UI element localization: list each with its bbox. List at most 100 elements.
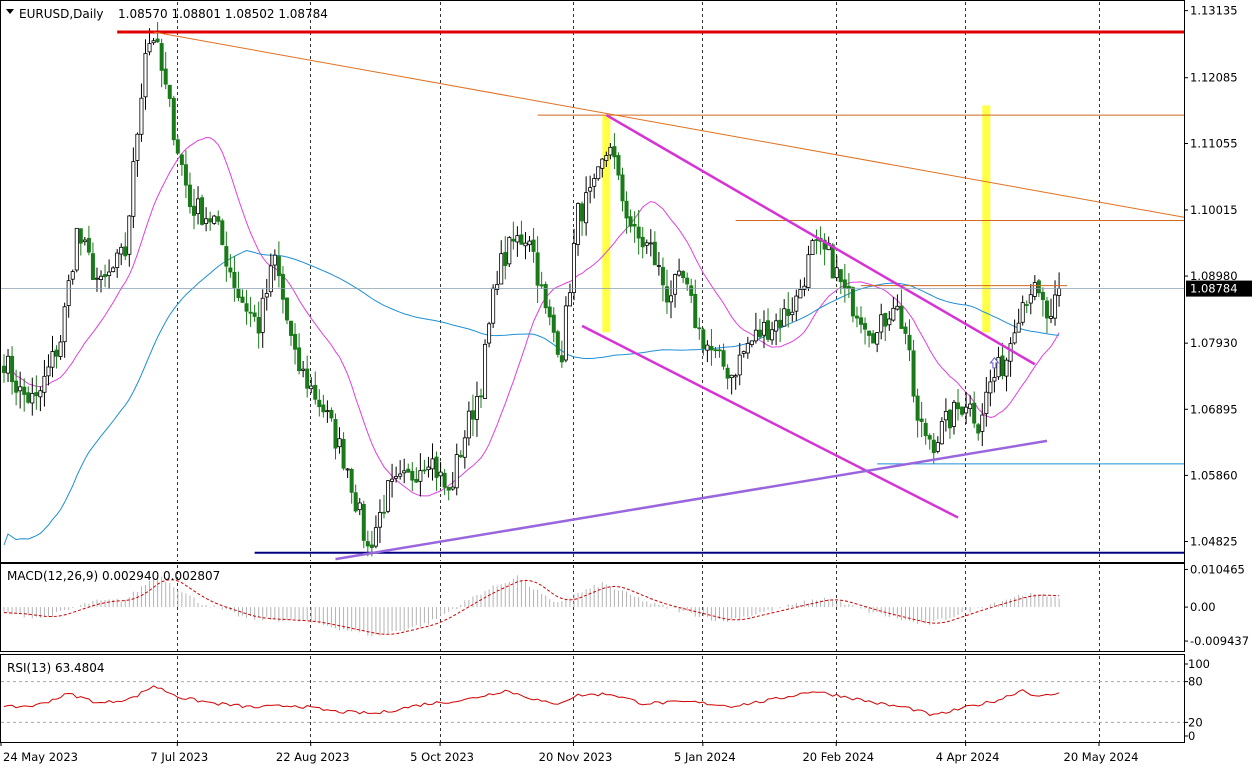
candle [430, 443, 435, 481]
candle [414, 467, 419, 483]
rsi-tick-label: 20 [1188, 715, 1203, 729]
candle [757, 318, 762, 340]
candle [470, 394, 475, 437]
candle [30, 377, 35, 416]
candle [507, 236, 512, 268]
candle [474, 381, 479, 437]
candle [822, 233, 827, 266]
candle [527, 235, 532, 252]
candle [381, 494, 386, 519]
candle [38, 386, 43, 412]
candle [349, 467, 354, 504]
candle [608, 143, 613, 160]
candle [1016, 308, 1021, 333]
candle [515, 226, 520, 257]
candle [895, 294, 900, 311]
candle [70, 269, 75, 285]
candle [119, 243, 124, 266]
candle [976, 422, 981, 441]
candle [309, 377, 314, 394]
candle [806, 245, 811, 291]
candle [859, 306, 864, 334]
candle [394, 466, 399, 483]
candle [337, 427, 342, 454]
candle [1028, 284, 1033, 315]
candle [272, 249, 277, 281]
candle [54, 345, 59, 369]
candle [438, 461, 443, 487]
candle [875, 331, 880, 353]
price-tick-label: 1.13135 [1190, 4, 1238, 18]
candle [511, 221, 516, 250]
candle [487, 321, 492, 348]
date-label: 20 May 2024 [1064, 750, 1139, 764]
candle [883, 312, 888, 342]
candle [923, 418, 928, 445]
candle [454, 443, 459, 496]
candle [179, 153, 184, 176]
candle [2, 354, 7, 383]
candle [228, 254, 233, 278]
candle [377, 499, 382, 544]
candle [361, 500, 366, 549]
candle [749, 340, 754, 348]
candle [268, 253, 273, 297]
candle [846, 273, 851, 298]
candle [499, 240, 504, 285]
candle [357, 498, 362, 516]
candle [612, 133, 617, 170]
candle [745, 336, 750, 359]
candle [1049, 298, 1054, 324]
candle [753, 312, 758, 344]
candle [74, 227, 79, 273]
candle [830, 243, 835, 279]
candle [717, 344, 722, 358]
candle [543, 281, 548, 314]
candle [850, 286, 855, 323]
candle [422, 459, 427, 475]
candle [297, 333, 302, 375]
date-label: 4 Apr 2024 [936, 750, 1000, 764]
candle [90, 242, 95, 280]
candle [834, 255, 839, 282]
candle [232, 256, 237, 302]
candle [10, 346, 15, 395]
candle [244, 290, 249, 325]
candle [580, 201, 585, 236]
price-tick-label: 1.05860 [1190, 468, 1238, 482]
analysis-drawings[interactable] [1, 30, 1185, 561]
candle [555, 329, 560, 358]
candle [725, 364, 730, 390]
candle [737, 342, 742, 386]
candle [289, 320, 294, 346]
candle [446, 486, 451, 501]
candle [256, 301, 261, 349]
candle [947, 408, 952, 439]
candle [220, 218, 225, 246]
macd-label: MACD(12,26,9) 0.002940 0.002807 [7, 569, 220, 583]
candle [1004, 357, 1009, 392]
price-tick-label: 1.06895 [1190, 402, 1238, 416]
candle [782, 299, 787, 327]
candle [284, 297, 289, 325]
candle [652, 231, 657, 266]
candle [531, 227, 536, 263]
trend-line-6 [153, 31, 1185, 218]
candle [810, 238, 815, 255]
candle [693, 279, 698, 329]
candle [442, 468, 447, 496]
candle [236, 271, 241, 302]
menu-triangle-icon[interactable] [6, 9, 14, 14]
candle [774, 313, 779, 346]
candle [127, 215, 132, 267]
candle [276, 241, 281, 288]
candle [321, 394, 326, 418]
candle [766, 308, 771, 343]
candle [576, 202, 581, 256]
candle [1008, 337, 1013, 377]
candle [616, 152, 621, 181]
candle [814, 229, 819, 255]
candle [495, 270, 500, 296]
candle [996, 346, 1001, 380]
